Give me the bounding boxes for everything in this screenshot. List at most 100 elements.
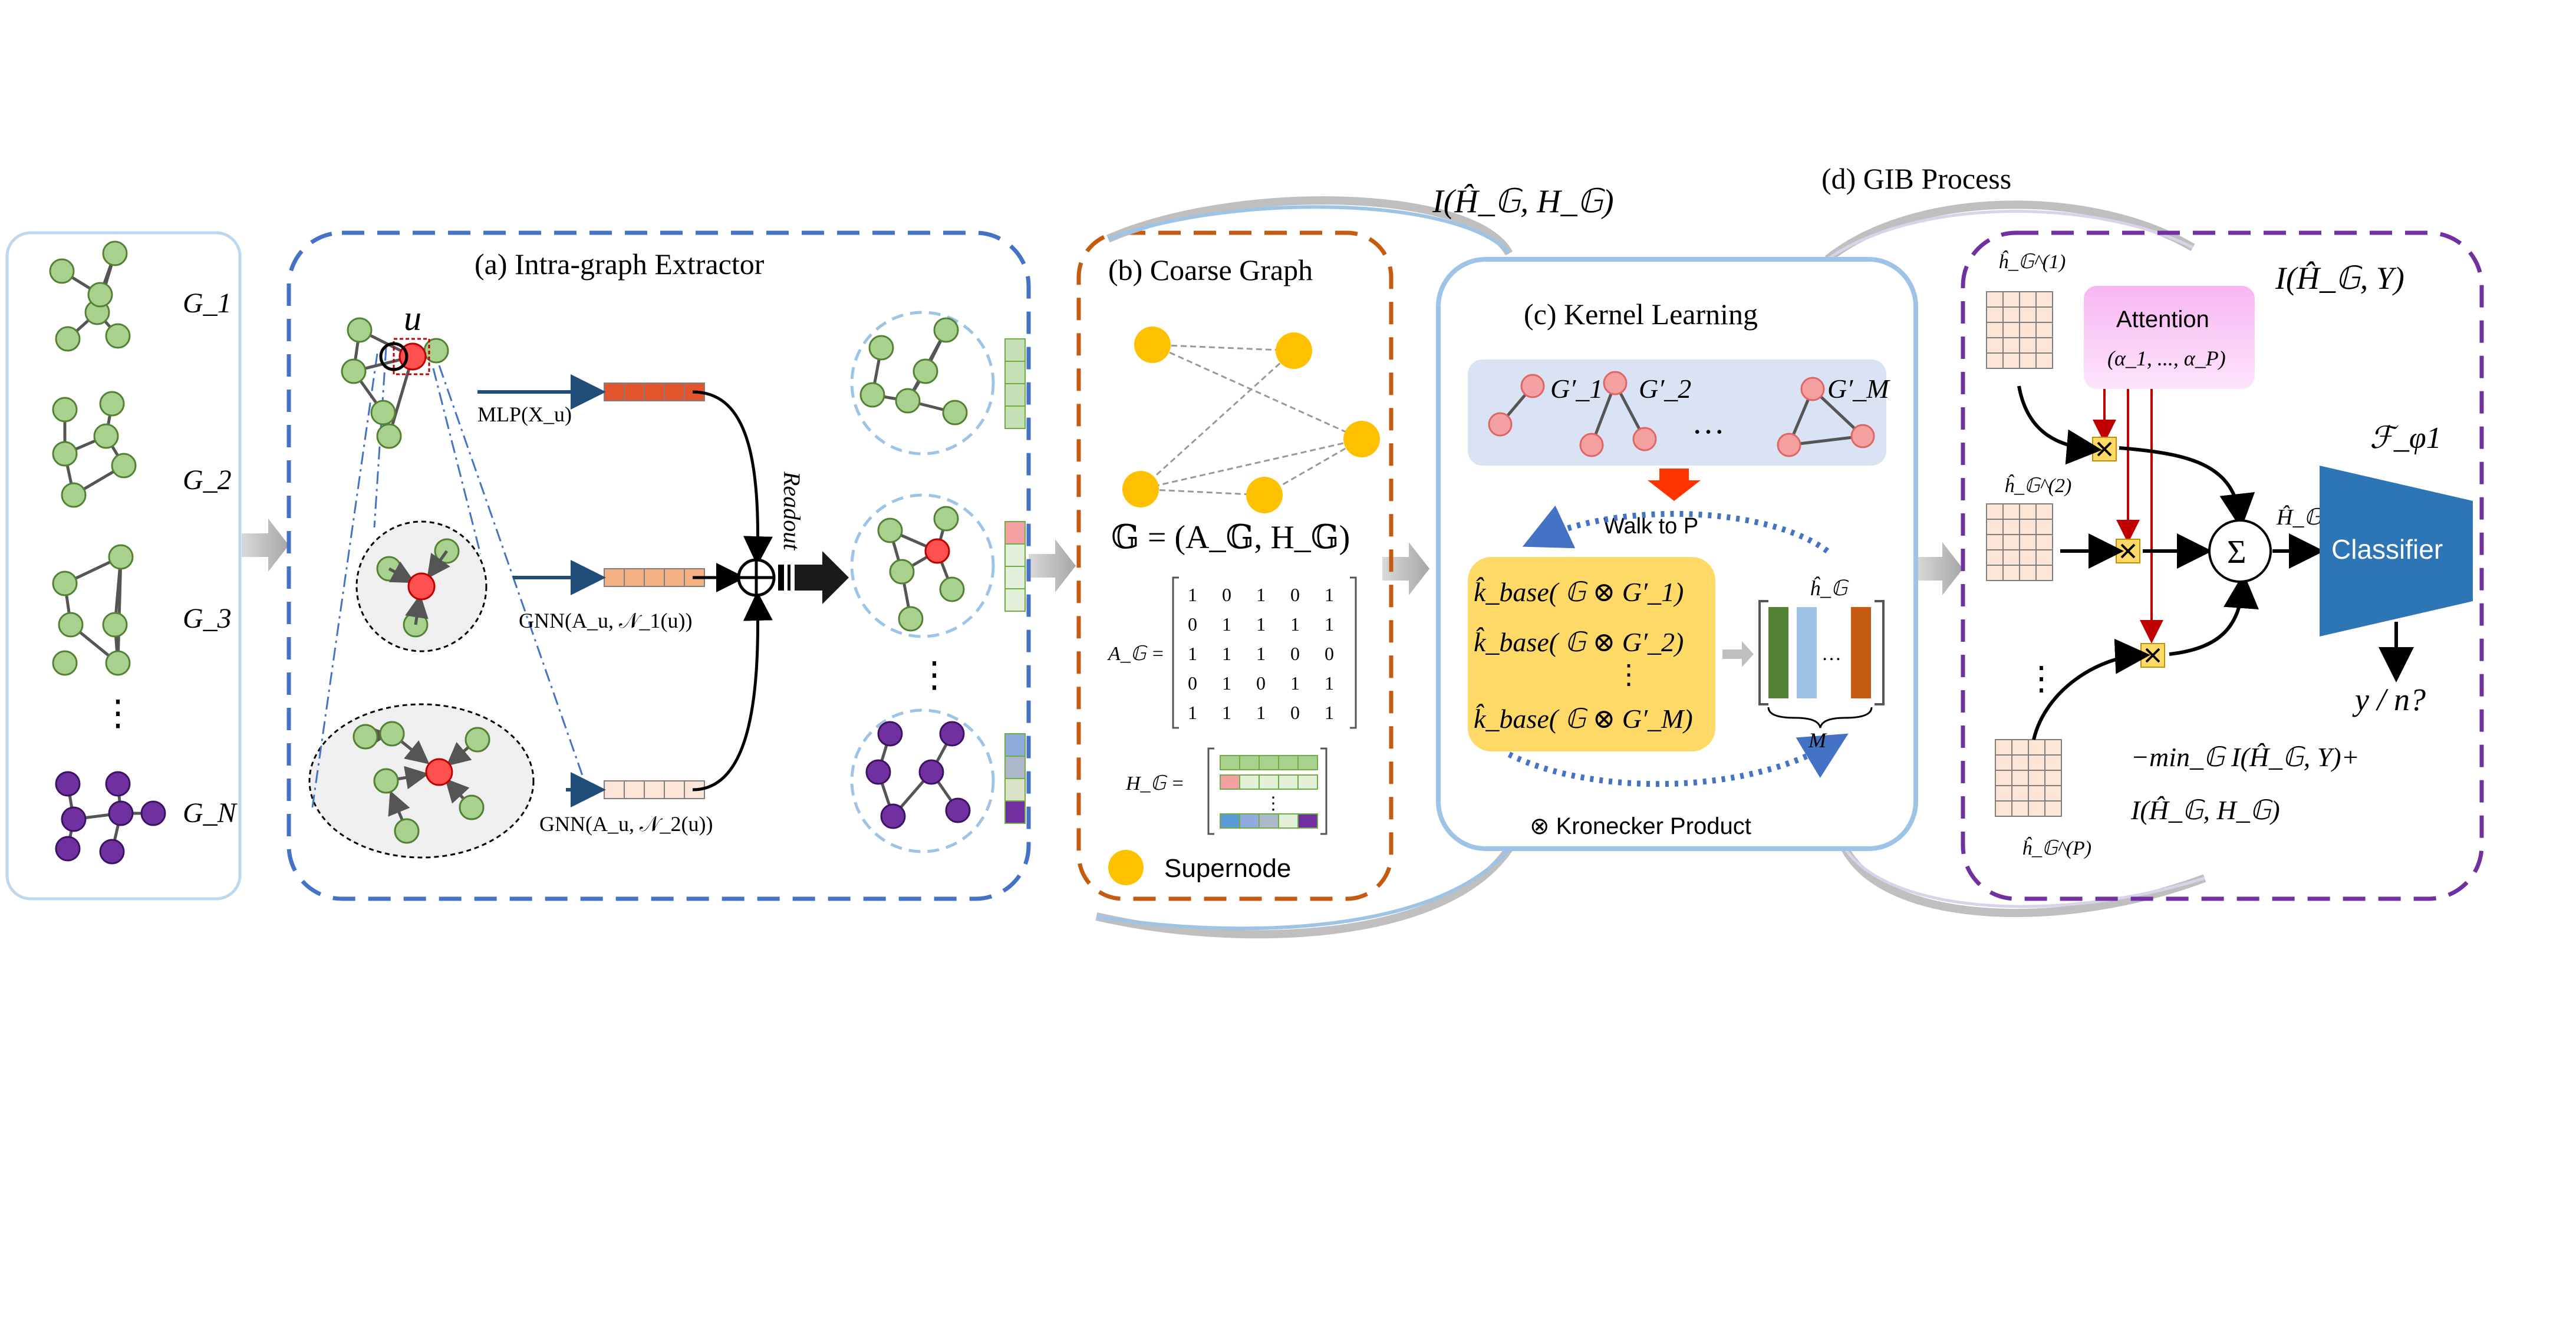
panel-d-vdots: ⋮ [2025,661,2058,697]
adjacency-cell: 0 [1290,643,1300,664]
graph-node [898,606,924,632]
feature-grids [1986,291,2062,817]
graph-node [370,400,396,426]
panel-b-border [1076,230,1394,901]
subgraph-circle-n [850,708,995,853]
graph-node [1777,433,1801,457]
graph-node [933,506,959,532]
panel-a-subgraphs [859,317,1026,829]
graph-node [108,800,134,826]
graph-node [918,759,944,785]
graph-node [93,423,119,449]
adjacency-cell: 1 [1188,702,1197,723]
graph-node [895,388,921,414]
node-u-selection [393,338,430,375]
graph-node [341,358,367,384]
supernode-legend-label: Supernode [1164,854,1291,883]
h1-grid [1986,291,2053,369]
graph-label-g2: G_2 [183,464,232,496]
hp-to-mul-arrow [2032,638,2150,740]
graph-node [859,382,885,408]
classifier-label: Classifier [2331,534,2443,565]
h1-label: ĥ_𝔾^(1) [1998,250,2066,273]
adjacency-cell: 0 [1222,584,1231,605]
supernode [1246,477,1283,513]
h-matrix: ⋮ [1207,747,1327,835]
gnn1-label: GNN(A_u, 𝒩_1(u)) [519,609,692,632]
h-vector-col-2 [1797,607,1817,698]
kernel-row-2: k̂_base( 𝔾 ⊗ G′_2) [1474,627,1684,657]
graph-node [105,323,131,349]
kernel-to-h-arrow [1722,641,1754,667]
graph-node [99,391,125,417]
self-loop [379,342,409,371]
neighborhood-2-ellipse [308,703,535,859]
supernode [1122,471,1159,507]
m-brace [1767,707,1873,728]
supernode-legend-icon [1108,850,1144,885]
supernode [1343,421,1380,457]
red-down-arrow [1648,469,1701,501]
graph-node [877,517,903,543]
h2-label: ĥ_𝔾^(2) [2004,474,2071,497]
prototype-graph-2 [1579,371,1657,457]
walk-arc-top [1522,505,1829,554]
gnn2-feature-bar [604,780,705,799]
graph-label-gn: G_N [183,797,238,829]
adjacency-cell: 1 [1222,702,1231,723]
projection-lines [311,347,591,808]
mi-y-label: I(Ĥ_𝔾, Y) [2275,260,2404,296]
adjacency-cell: 0 [1188,614,1197,635]
panel-a-graphs [341,317,490,844]
node-u-graph [341,317,449,449]
graph-node [913,358,938,384]
sum-symbol: Σ [2227,534,2246,570]
kernel-row-m: k̂_base( 𝔾 ⊗ G′_M) [1474,704,1693,734]
subgraph-2-features [1004,521,1026,612]
adjacency-cell: 1 [1256,702,1266,723]
graph-vdots: ⋮ [100,694,136,733]
adjacency-cell: 0 [1188,672,1197,694]
readout-label: Readout [779,471,805,550]
prototype-graph-m [1777,377,1875,457]
graph-node [1488,412,1513,437]
adjacency-cell: 1 [1188,643,1197,664]
subgraph-2 [877,506,965,632]
kernel-vdots: ⋮ [1615,659,1642,690]
multiply-box-3 [2140,643,2165,668]
mlp-feature-bar [604,382,705,401]
adjacency-cell: 1 [1222,643,1231,664]
flow-arrow-1 [242,519,289,572]
node-u-n1 [407,572,436,601]
graph-label-g1: G_1 [183,288,232,319]
graph-node [55,771,81,797]
flow-arrow-3 [1382,542,1429,595]
sum-circle [2208,519,2272,583]
graph-node [1800,377,1825,401]
graph-node [111,453,137,479]
adjacency-cell: 1 [1256,584,1266,605]
flow-arrow-2 [1029,539,1076,592]
adjacency-cell: 0 [1325,643,1334,664]
graph-node [140,800,166,826]
panel-d-border [1961,230,2484,901]
adjacency-cell: 1 [1325,702,1334,723]
subgraph-1-features [1004,338,1026,429]
graph-node [942,400,968,426]
graph-node [877,721,903,747]
adjacency-cell: 0 [1290,584,1300,605]
graph-node [61,806,87,832]
hp-grid [1995,739,2062,817]
graph-node [376,423,402,449]
adjacency-cell: 1 [1256,643,1266,664]
node-u-label: u [404,299,421,338]
kronecker-legend: ⊗ Kronecker Product [1530,813,1751,839]
supernode [1134,327,1171,363]
attention-title: Attention [2116,306,2209,332]
graph-node [105,650,131,676]
multiply-box-2 [2116,539,2140,563]
neighborhood-1-graph [376,538,460,638]
graph-node [102,612,128,638]
